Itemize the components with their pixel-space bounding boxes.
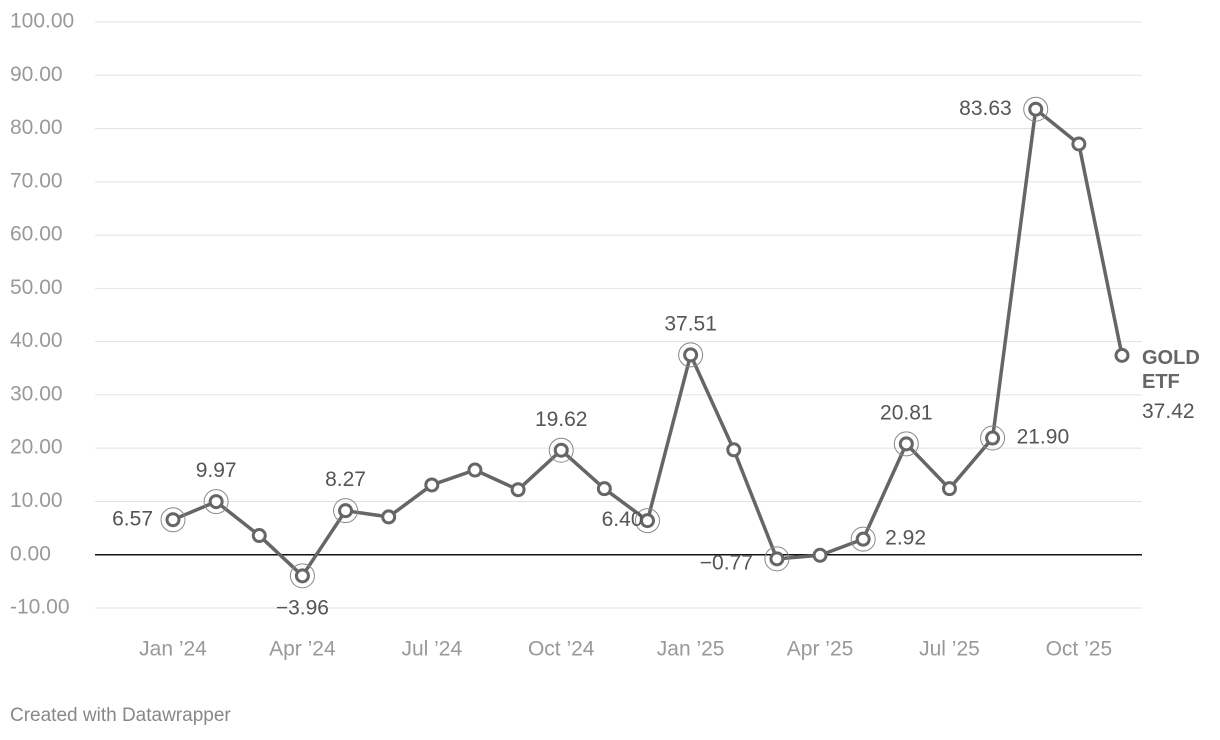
y-tick-label: 20.00 — [10, 436, 63, 459]
highlight-ring — [635, 508, 660, 534]
point — [208, 494, 224, 510]
line — [172, 107, 1124, 578]
point — [985, 430, 1001, 446]
highlight-ring — [548, 437, 574, 463]
y-tick-label: 90.00 — [10, 63, 63, 86]
data-label: 6.57 — [112, 507, 153, 530]
highlight-ring — [333, 498, 359, 524]
x-tick-label: Jan ’25 — [657, 638, 725, 661]
point — [855, 531, 871, 547]
point — [898, 436, 914, 452]
y-tick-label: 50.00 — [10, 276, 63, 299]
point — [726, 442, 742, 458]
point — [769, 551, 785, 567]
point — [640, 513, 655, 529]
y-tick-label: 10.00 — [10, 489, 63, 512]
data-label: 37.42 — [1142, 400, 1195, 423]
data-label: 83.63 — [959, 97, 1012, 120]
data-label: 2.92 — [885, 527, 926, 550]
highlight-ring — [850, 526, 876, 552]
data-label: 21.90 — [1017, 426, 1070, 449]
point — [683, 347, 699, 363]
highlight-ring — [289, 563, 315, 589]
highlight-ring — [893, 431, 919, 457]
highlight-ring — [160, 507, 186, 533]
point — [1114, 347, 1130, 363]
x-tick-label: Jan ’24 — [139, 638, 207, 661]
y-tick-label: 70.00 — [10, 169, 63, 192]
data-label: 19.62 — [535, 408, 588, 431]
y-tick-label: 40.00 — [10, 329, 63, 352]
highlight-ring — [1023, 96, 1049, 122]
point — [812, 547, 828, 563]
x-tick-label: Apr ’24 — [269, 638, 336, 661]
x-tick-label: Apr ’25 — [787, 638, 854, 661]
point — [338, 503, 354, 519]
data-label: 37.51 — [664, 312, 717, 335]
point — [467, 462, 483, 478]
x-tick-label: Jul ’25 — [919, 638, 980, 661]
point — [251, 528, 267, 544]
highlight-ring — [764, 546, 790, 572]
highlight-ring — [980, 425, 1006, 451]
highlight-ring — [678, 342, 704, 368]
point — [553, 442, 569, 458]
y-tick-label: -10.00 — [10, 596, 70, 619]
point — [294, 568, 310, 584]
point — [510, 482, 526, 498]
data-label: 20.81 — [880, 401, 933, 424]
data-label: 8.27 — [325, 468, 366, 491]
y-tick-label: 0.00 — [10, 542, 51, 565]
point — [941, 481, 957, 497]
y-tick-label: 100.00 — [10, 10, 74, 33]
highlight-ring — [203, 489, 229, 515]
point — [165, 512, 181, 528]
point — [1071, 136, 1087, 152]
y-tick-label: 80.00 — [10, 116, 63, 139]
data-label: −3.96 — [276, 596, 329, 619]
data-label: 6.40 — [602, 508, 643, 531]
y-tick-label: 30.00 — [10, 382, 63, 405]
x-tick-label: Oct ’24 — [528, 638, 595, 661]
point — [424, 477, 440, 493]
y-tick-label: 60.00 — [10, 223, 63, 246]
series-label: GOLD ETF — [1142, 347, 1200, 393]
credit: Created with Datawrapper — [10, 705, 231, 726]
x-tick-label: Jul ’24 — [401, 638, 462, 661]
data-label: −0.77 — [700, 551, 753, 574]
point — [596, 481, 612, 497]
point — [381, 509, 397, 525]
data-label: 9.97 — [196, 459, 237, 482]
point — [1028, 101, 1044, 117]
x-tick-label: Oct ’25 — [1046, 638, 1113, 661]
